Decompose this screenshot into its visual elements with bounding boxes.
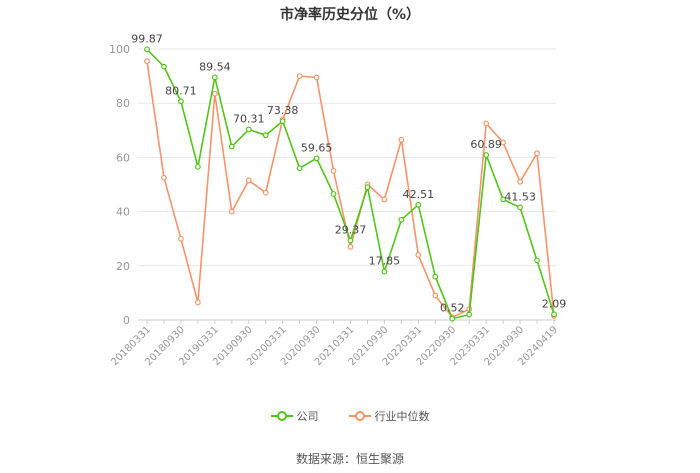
data-point (483, 120, 490, 127)
data-label: 59.65 (301, 141, 333, 154)
y-tick-label: 40 (116, 206, 130, 219)
data-point (296, 165, 303, 172)
data-point (228, 143, 235, 150)
data-point (313, 74, 320, 81)
legend-swatch-company (270, 411, 293, 421)
series-line-industry (146, 61, 555, 319)
data-point (211, 90, 218, 97)
data-point (398, 216, 405, 223)
y-tick-label: 0 (123, 314, 130, 327)
data-point (262, 132, 269, 139)
data-point (466, 311, 473, 318)
data-point (534, 150, 540, 157)
data-point (144, 46, 150, 53)
data-point (415, 252, 422, 258)
data-label: 41.53 (504, 190, 536, 203)
data-point (381, 268, 388, 275)
data-point (347, 243, 354, 250)
data-point (551, 311, 557, 318)
data-point (517, 204, 523, 211)
data-point (178, 235, 184, 242)
data-point (517, 178, 523, 185)
data-point (262, 189, 269, 196)
data-point (330, 191, 337, 197)
legend-item-company[interactable]: 公司 (270, 408, 319, 424)
data-point (364, 184, 371, 191)
data-point (449, 315, 456, 322)
data-label: 80.71 (165, 84, 197, 97)
data-label: 2.09 (542, 297, 567, 310)
data-label: 73.38 (267, 104, 299, 117)
legend-item-industry[interactable]: 行业中位数 (348, 408, 430, 424)
data-point (296, 73, 303, 79)
data-point (381, 196, 388, 203)
data-label: 70.31 (233, 112, 265, 125)
data-point (500, 139, 507, 146)
data-point (313, 155, 320, 162)
data-point (161, 174, 167, 181)
data-label: 60.89 (470, 138, 502, 151)
data-label: 99.87 (131, 32, 163, 45)
y-tick-label: 80 (116, 97, 130, 110)
data-point (330, 168, 337, 174)
data-point (432, 273, 439, 280)
legend-label-industry: 行业中位数 (374, 410, 430, 423)
y-tick-label: 20 (116, 260, 130, 273)
data-label: 89.54 (199, 60, 231, 73)
data-point (228, 208, 235, 215)
data-point (398, 136, 405, 143)
data-point (144, 58, 150, 65)
data-label: 29.37 (335, 223, 367, 236)
data-point (534, 257, 540, 264)
data-point (432, 292, 439, 299)
y-tick-label: 100 (109, 43, 130, 56)
data-point (178, 98, 184, 105)
data-point (415, 201, 422, 208)
data-point (500, 196, 507, 203)
data-point (194, 163, 201, 170)
chart-title: 市净率历史分位（%） (279, 7, 421, 23)
legend-swatch-industry (348, 411, 371, 421)
data-source: 数据来源：恒生聚源 (295, 452, 404, 466)
y-tick-label: 60 (116, 151, 130, 164)
data-point (347, 237, 354, 244)
data-point (211, 74, 218, 81)
data-point (279, 118, 286, 125)
data-point (194, 299, 201, 306)
legend-label-company: 公司 (296, 410, 319, 423)
data-label: 42.51 (403, 188, 435, 201)
legend: 公司 行业中位数 (0, 408, 700, 424)
data-point (245, 177, 252, 184)
data-label: 17.85 (369, 255, 401, 268)
data-point (161, 63, 167, 70)
data-point (483, 152, 490, 158)
data-point (245, 126, 252, 133)
data-label: 0.52 (440, 302, 465, 315)
